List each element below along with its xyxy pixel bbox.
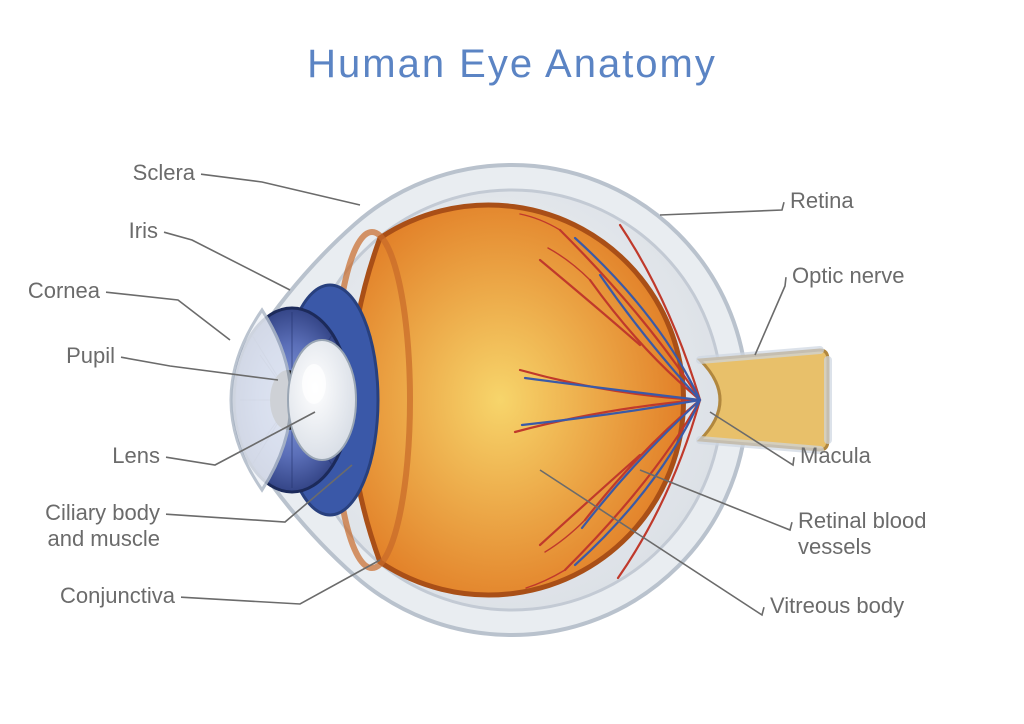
lens-highlight — [302, 364, 326, 404]
leader-retina — [660, 202, 784, 215]
optic-nerve-shape — [700, 350, 828, 450]
leader-optic — [755, 277, 786, 355]
label-optic: Optic nerve — [792, 263, 905, 289]
label-ciliary: Ciliary body and muscle — [45, 500, 160, 553]
label-cornea: Cornea — [28, 278, 100, 304]
leader-sclera — [201, 174, 360, 205]
lens-shape — [288, 340, 356, 460]
label-lens: Lens — [112, 443, 160, 469]
label-sclera: Sclera — [133, 160, 195, 186]
diagram-stage: Human Eye Anatomy — [0, 0, 1024, 724]
label-iris: Iris — [129, 218, 158, 244]
label-retina: Retina — [790, 188, 854, 214]
label-vessels: Retinal blood vessels — [798, 508, 926, 561]
leader-iris — [164, 232, 290, 290]
leader-cornea — [106, 292, 230, 340]
label-pupil: Pupil — [66, 343, 115, 369]
label-conjunctiva: Conjunctiva — [60, 583, 175, 609]
label-vitreous: Vitreous body — [770, 593, 904, 619]
label-macula: Macula — [800, 443, 871, 469]
